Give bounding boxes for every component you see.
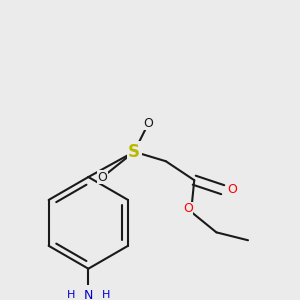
- Text: O: O: [183, 202, 193, 215]
- Text: O: O: [143, 117, 153, 130]
- Text: H: H: [102, 290, 110, 300]
- Text: N: N: [84, 289, 93, 300]
- Text: H: H: [67, 290, 75, 300]
- Text: S: S: [128, 143, 140, 161]
- Text: O: O: [98, 170, 107, 184]
- Text: O: O: [227, 183, 237, 196]
